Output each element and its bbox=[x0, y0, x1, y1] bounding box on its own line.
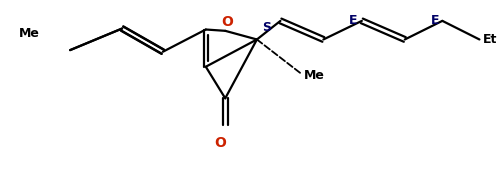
Text: Et: Et bbox=[483, 33, 497, 46]
Text: S: S bbox=[262, 21, 271, 34]
Text: O: O bbox=[222, 15, 234, 28]
Text: Me: Me bbox=[19, 27, 40, 40]
Text: E: E bbox=[349, 14, 358, 27]
Text: Me: Me bbox=[304, 69, 325, 82]
Text: E: E bbox=[431, 14, 439, 27]
Text: O: O bbox=[215, 136, 226, 150]
